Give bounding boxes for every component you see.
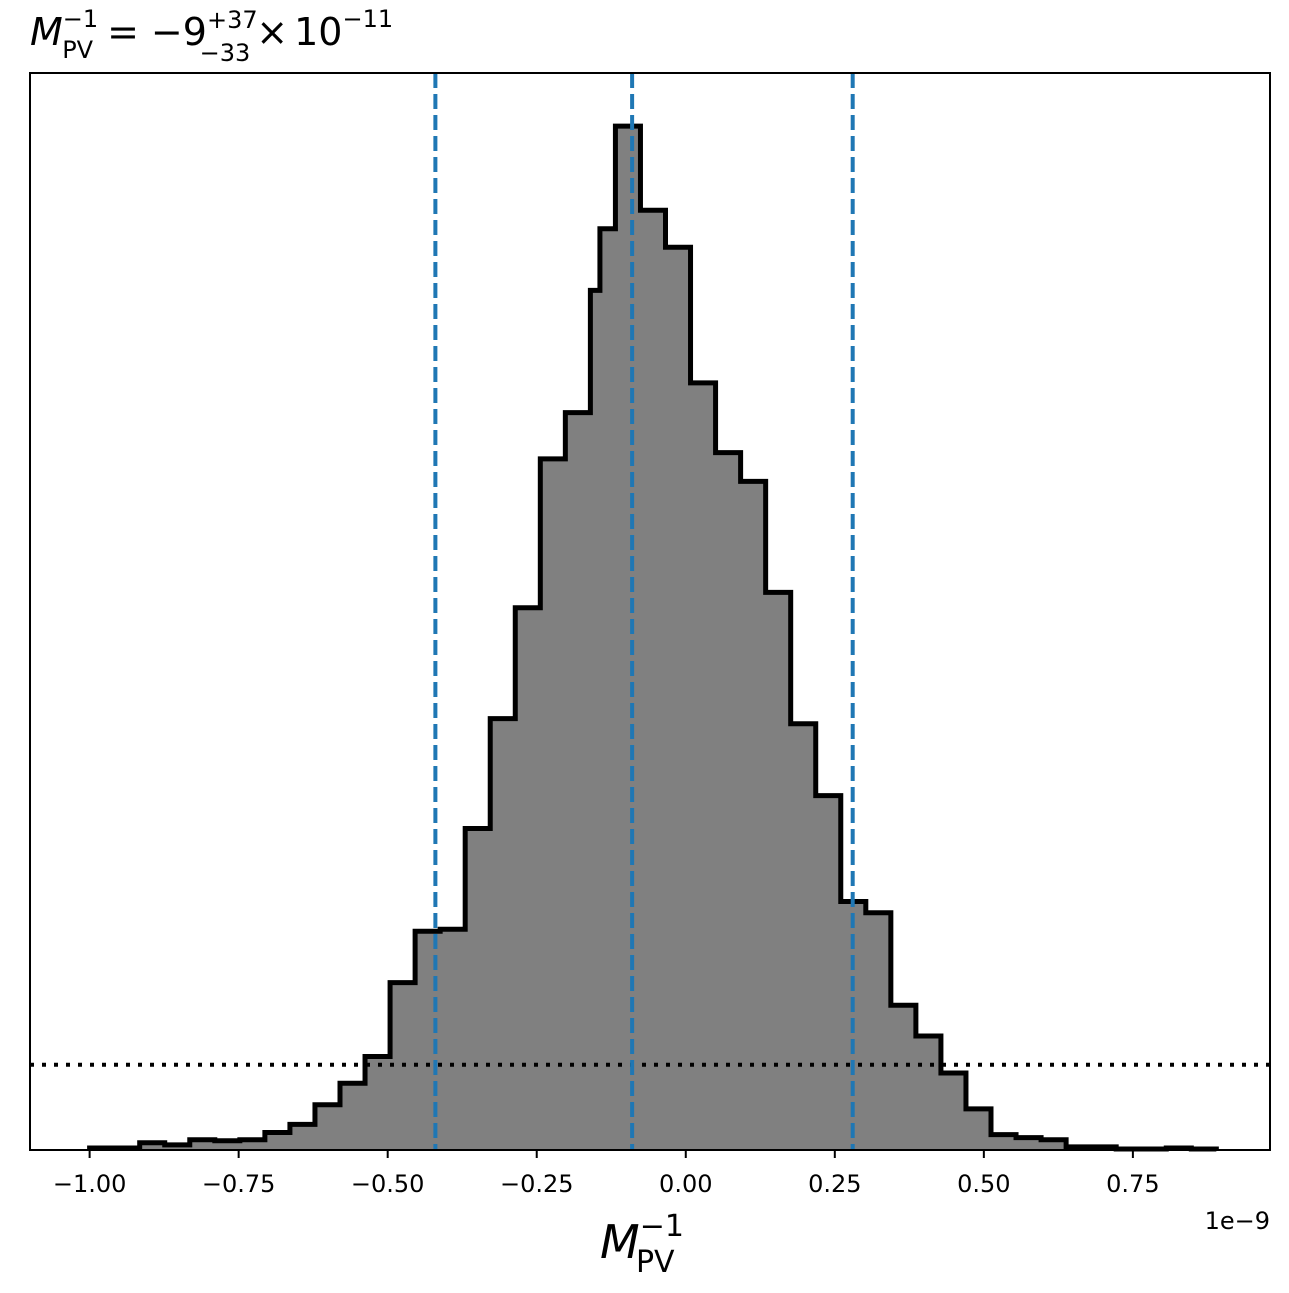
title-scale-exp: −11: [342, 5, 393, 33]
x-tick-label: −1.00: [53, 1170, 127, 1198]
title-symbol-sub: PV: [62, 36, 93, 64]
histogram-bar: [665, 247, 692, 1151]
histogram-bar: [599, 228, 616, 1150]
xlabel-sub: PV: [636, 1245, 675, 1280]
histogram-bar: [314, 1104, 341, 1150]
title-symbol-sup: −1: [63, 5, 98, 33]
title-scale-base: 10: [294, 10, 342, 54]
histogram-bar: [340, 1083, 366, 1150]
title-symbol: M: [30, 10, 63, 54]
x-tick-label: 0.50: [957, 1170, 1010, 1198]
x-tick-label: 0.00: [659, 1170, 712, 1198]
histogram-bar: [440, 929, 466, 1150]
x-tick-label: 0.25: [808, 1170, 861, 1198]
histogram-bar: [214, 1140, 241, 1150]
histogram-bar: [965, 1108, 992, 1150]
histogram-bar: [865, 912, 892, 1150]
histogram-bar: [765, 592, 792, 1150]
histogram-bar: [515, 607, 541, 1150]
histogram-bar: [590, 290, 601, 1150]
x-tick-label: −0.25: [500, 1170, 574, 1198]
x-tick-label: −0.50: [351, 1170, 425, 1198]
x-axis-offset-label: 1e−9: [1205, 1207, 1270, 1235]
histogram-bar: [890, 1005, 917, 1150]
plot-area: [30, 73, 1270, 1152]
histogram-bar: [289, 1124, 316, 1150]
x-axis: −1.00 −0.75 −0.50 −0.25 0.00 0.25 0.50 0.75: [53, 1150, 1160, 1198]
histogram-bar: [991, 1134, 1017, 1150]
xlabel-symbol: M: [600, 1215, 640, 1269]
title-times: ×: [256, 10, 288, 54]
histogram-bar: [1041, 1139, 1067, 1150]
histogram-bar: [740, 481, 767, 1151]
histogram-bar: [615, 126, 641, 1151]
histogram-bar: [565, 412, 591, 1150]
x-axis-label: M−1 PV: [600, 1209, 684, 1280]
histogram-bar: [940, 1072, 967, 1150]
histogram-bar: [365, 1056, 391, 1150]
title-err-plus: +37: [207, 6, 258, 34]
histogram-bar: [815, 795, 842, 1150]
xlabel-sup: −1: [640, 1209, 684, 1244]
histogram-bar: [189, 1139, 216, 1150]
axes-frame: [29, 72, 1271, 1151]
histogram-outline: [87, 123, 1219, 1152]
histogram-bar: [540, 458, 566, 1151]
title-equals: =: [107, 10, 139, 54]
histogram-bar: [490, 718, 516, 1150]
chart-title: M−1 PV = −9+37 −33 × 10−11: [30, 5, 393, 67]
histogram-bar: [239, 1139, 266, 1150]
histogram-bar: [465, 828, 491, 1150]
histogram-bar: [164, 1144, 191, 1150]
histogram-bar: [915, 1036, 942, 1150]
histogram-bar: [1016, 1137, 1042, 1150]
histogram-bar: [690, 382, 717, 1150]
histogram-bar: [139, 1142, 166, 1150]
histogram-bar: [264, 1132, 291, 1150]
histogram-bar: [790, 723, 817, 1150]
title-err-minus: −33: [200, 39, 251, 67]
histogram-bar: [715, 452, 742, 1150]
x-tick-label: 0.75: [1106, 1170, 1159, 1198]
histogram-bar: [640, 210, 666, 1151]
title-median: −9: [151, 10, 207, 54]
x-tick-label: −0.75: [202, 1170, 276, 1198]
